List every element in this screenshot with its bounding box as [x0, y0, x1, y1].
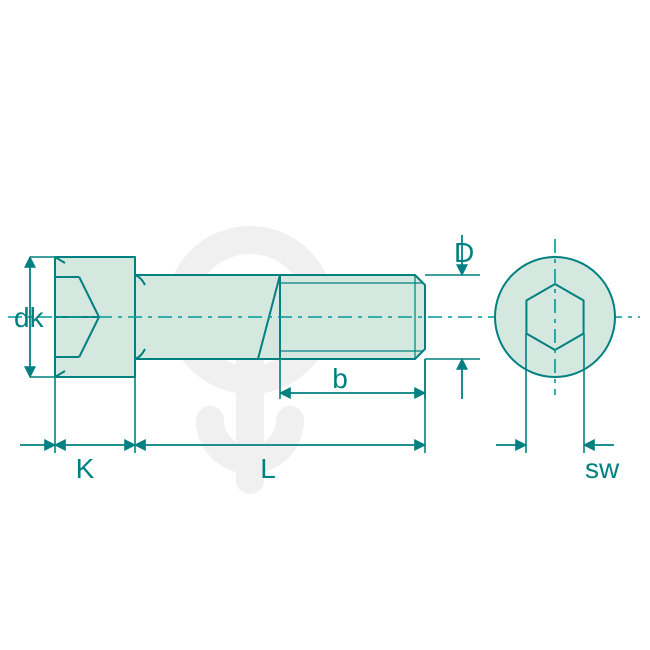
dim-label-D: D — [454, 237, 474, 268]
technical-drawing: dk D K Lb sw — [0, 0, 650, 650]
dim-label-sw: sw — [585, 453, 620, 484]
dim-label-dk: dk — [14, 302, 45, 333]
dim-label-L: L — [260, 453, 276, 484]
dim-label-b: b — [332, 363, 348, 394]
dim-label-K: K — [76, 453, 95, 484]
